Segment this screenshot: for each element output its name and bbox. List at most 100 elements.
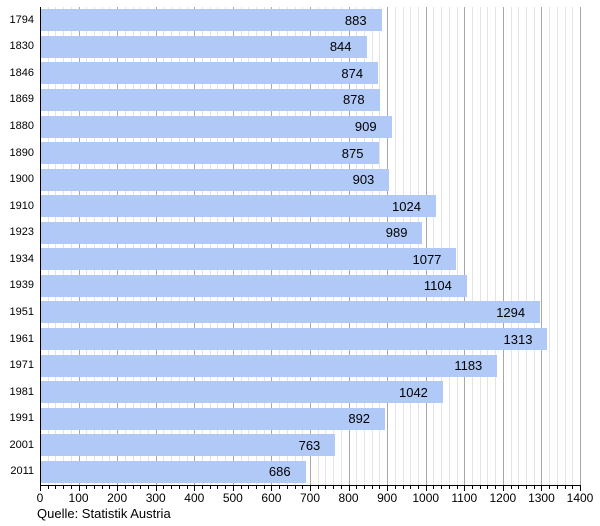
gridline-minor (294, 7, 296, 485)
gridline-minor (256, 7, 257, 485)
x-axis-tick-major (310, 486, 311, 491)
x-axis-tick-label: 1100 (451, 491, 478, 505)
plot-area: 883 844 874 878 909 875 903 1024 989 1077 1104 1294… (40, 7, 581, 485)
x-axis-tick-minor (124, 486, 126, 489)
x-axis-tick-minor (379, 486, 381, 489)
x-axis-tick-minor (63, 486, 65, 489)
bar-row: 1042 (41, 379, 581, 406)
bar: 989 (41, 221, 423, 244)
gridline-major (117, 7, 119, 485)
bar-rows: 883 844 874 878 909 875 903 1024 989 1077 1104 1294… (41, 7, 581, 485)
x-axis-tick-major (40, 486, 41, 491)
x-axis-tick-label: 500 (222, 491, 243, 505)
bar-value-label: 875 (341, 145, 364, 161)
bar: 909 (41, 115, 392, 138)
x-axis: 0 100 200 300 400 500 600 700 800 900 1000 1100 1200… (37, 485, 593, 504)
x-axis-tick-minor (510, 486, 512, 489)
x-axis-tick-minor (186, 486, 188, 489)
x-axis-tick-major (271, 486, 273, 491)
source-caption: Quelle: Statistik Austria (37, 506, 171, 521)
bar-value-label: 686 (268, 464, 291, 480)
gridline-minor (109, 7, 111, 485)
y-axis-label: 1869 (9, 93, 34, 106)
x-axis-tick-label: 100 (68, 491, 89, 505)
x-axis-tick-major (541, 486, 543, 491)
x-axis-tick-minor (371, 486, 373, 489)
x-axis-tick-minor (101, 486, 103, 489)
gridline-minor (448, 7, 450, 485)
gridline-minor (364, 7, 365, 485)
y-axis-label: 2011 (10, 465, 34, 478)
gridline-major (425, 7, 427, 485)
gridline-minor (217, 7, 219, 485)
bar-row: 1294 (41, 299, 581, 326)
bar-row: 989 (41, 220, 581, 247)
x-axis-tick-minor (433, 486, 435, 489)
bar: 1077 (41, 248, 457, 271)
bar-row: 844 (41, 34, 581, 61)
gridline-minor (510, 7, 512, 485)
bar-row: 875 (41, 140, 581, 167)
bar: 1042 (41, 381, 443, 404)
x-axis-tick-minor (140, 486, 142, 489)
x-axis-tick-minor (472, 486, 473, 489)
x-axis-tick-minor (533, 486, 535, 489)
bar-row: 1024 (41, 193, 581, 220)
x-axis-tick-minor (209, 486, 211, 489)
x-axis-tick-major (348, 486, 350, 491)
x-axis-tick-minor (495, 486, 497, 489)
x-axis-tick-label: 700 (299, 491, 321, 505)
gridline-minor (549, 7, 551, 485)
x-axis-tick-minor (178, 486, 180, 489)
x-axis-tick-minor (148, 486, 149, 489)
bar-value-label: 909 (354, 119, 377, 135)
bar-row: 892 (41, 405, 581, 432)
gridline-minor (279, 7, 281, 485)
x-axis-tick-minor (225, 486, 227, 489)
y-axis-label: 1961 (9, 332, 34, 345)
x-axis-tick-minor (86, 486, 88, 489)
gridline-minor (209, 7, 211, 485)
x-axis-tick-minor (202, 486, 203, 489)
bar-value-label: 1294 (496, 304, 526, 320)
gridline-minor (340, 7, 342, 485)
x-axis-tick-minor (364, 486, 365, 489)
gridline-minor (55, 7, 57, 485)
gridline-minor (317, 7, 319, 485)
y-axis-label: 1971 (9, 359, 34, 372)
x-axis-tick-minor (317, 486, 319, 489)
x-axis-tick-minor (47, 486, 49, 489)
y-axis-label: 1939 (9, 279, 34, 292)
bar: 878 (41, 88, 380, 111)
bar-value-label: 878 (342, 92, 365, 108)
x-axis-tick-label: 600 (261, 491, 282, 505)
gridline-major (194, 7, 196, 485)
x-axis-tick-minor (549, 486, 551, 489)
x-axis-tick-minor (94, 486, 95, 489)
x-axis-tick-major (464, 486, 466, 491)
gridline-minor (124, 7, 126, 485)
y-axis-label: 1991 (9, 412, 34, 425)
gridline-major (464, 7, 466, 485)
gridline-minor (94, 7, 95, 485)
x-axis-tick-label: 900 (377, 491, 398, 505)
x-axis-tick-minor (256, 486, 257, 489)
bar: 875 (41, 142, 379, 165)
gridline-minor (518, 7, 520, 485)
x-axis-tick-label: 800 (338, 491, 359, 505)
x-axis-tick-minor (325, 486, 327, 489)
x-axis-tick-minor (456, 486, 458, 489)
x-axis-tick-minor (394, 486, 396, 489)
gridline-minor (178, 7, 180, 485)
gridline-minor (163, 7, 165, 485)
x-axis-tick-minor (248, 486, 250, 489)
bar-value-label: 892 (348, 411, 371, 427)
x-axis-tick-minor (217, 486, 219, 489)
bar-value-label: 874 (341, 65, 364, 81)
bar-row: 1313 (41, 326, 581, 353)
bar-row: 903 (41, 166, 581, 193)
bar-row: 878 (41, 87, 581, 114)
gridline-minor (564, 7, 566, 485)
bar-value-label: 903 (352, 172, 375, 188)
bar: 1313 (41, 328, 548, 351)
